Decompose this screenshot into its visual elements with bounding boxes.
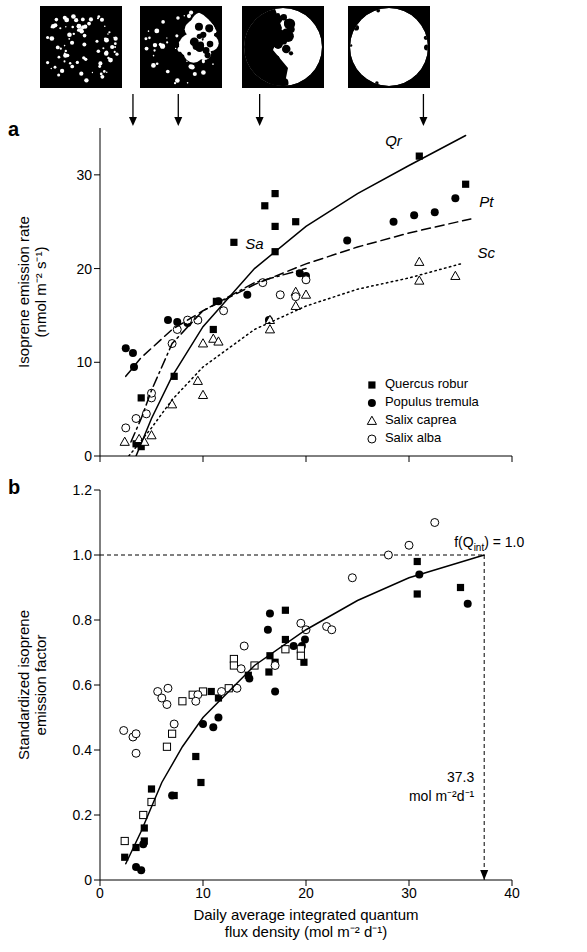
svg-text:20: 20 [298, 885, 314, 901]
svg-text:Pt: Pt [479, 193, 494, 210]
svg-text:f(Qint) = 1.0: f(Qint) = 1.0 [454, 534, 524, 553]
svg-text:Salix alba: Salix alba [385, 430, 442, 445]
svg-text:1.2: 1.2 [73, 482, 93, 498]
svg-text:0.8: 0.8 [73, 612, 93, 628]
svg-text:Daily average integrated quant: Daily average integrated quantum [193, 906, 418, 923]
svg-text:10: 10 [76, 354, 92, 370]
svg-text:20: 20 [76, 261, 92, 277]
svg-text:emission factor: emission factor [32, 635, 49, 736]
svg-text:a: a [8, 118, 20, 140]
svg-text:0.4: 0.4 [73, 742, 93, 758]
svg-text:0: 0 [96, 885, 104, 901]
svg-text:Populus tremula: Populus tremula [385, 394, 480, 409]
svg-text:10: 10 [195, 885, 211, 901]
svg-text:0.2: 0.2 [73, 807, 93, 823]
svg-text:0: 0 [84, 448, 92, 464]
svg-text:40: 40 [504, 885, 520, 901]
svg-text:Salix caprea: Salix caprea [385, 412, 457, 427]
svg-text:30: 30 [76, 167, 92, 183]
svg-text:37.3: 37.3 [447, 769, 474, 785]
svg-text:1.0: 1.0 [73, 547, 93, 563]
svg-text:b: b [8, 476, 20, 498]
svg-text:Standardized isoprene: Standardized isoprene [15, 610, 32, 760]
svg-text:(nmol m⁻² s⁻¹): (nmol m⁻² s⁻¹) [32, 247, 49, 338]
svg-text:0.6: 0.6 [73, 677, 93, 693]
svg-text:Quercus robur: Quercus robur [385, 376, 469, 391]
svg-text:30: 30 [401, 885, 417, 901]
svg-text:0: 0 [84, 872, 92, 888]
svg-text:mol m⁻²d⁻¹: mol m⁻²d⁻¹ [409, 788, 475, 804]
svg-text:Sc: Sc [477, 244, 495, 261]
svg-text:flux density (mol m⁻² d⁻¹): flux density (mol m⁻² d⁻¹) [225, 923, 388, 940]
svg-text:Isoprene emission rate: Isoprene emission rate [15, 216, 32, 368]
svg-text:Qr: Qr [385, 132, 403, 149]
svg-text:Sa: Sa [245, 235, 263, 252]
